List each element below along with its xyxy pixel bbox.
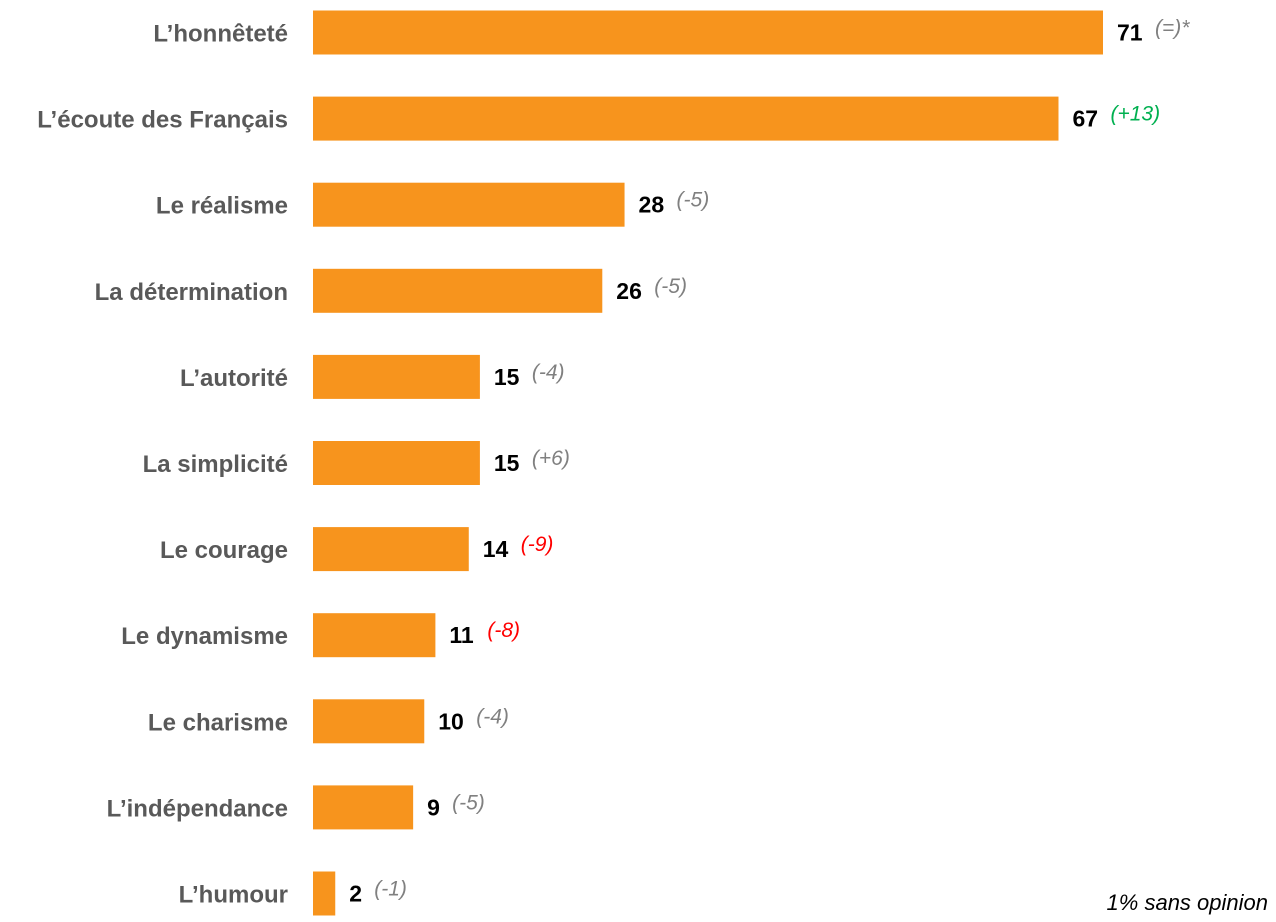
category-label: L’indépendance xyxy=(107,795,288,822)
value-label: 9 xyxy=(427,794,440,820)
change-label: (-4) xyxy=(476,705,509,728)
bar xyxy=(313,96,1059,141)
value-label: 11 xyxy=(449,622,474,648)
bar xyxy=(313,699,425,744)
bar xyxy=(313,354,480,399)
bar xyxy=(313,527,469,572)
category-label: Le courage xyxy=(160,537,288,564)
category-label: La simplicité xyxy=(143,451,288,478)
change-label: (-9) xyxy=(521,533,554,556)
value-label: 71 xyxy=(1117,20,1143,46)
bar xyxy=(313,871,336,916)
change-label: (-5) xyxy=(654,275,687,298)
category-label: L’écoute des Français xyxy=(37,107,288,134)
value-label: 14 xyxy=(483,536,509,562)
change-label: (-5) xyxy=(452,791,485,814)
value-label: 15 xyxy=(494,450,520,476)
change-label: (+6) xyxy=(532,447,570,470)
value-label: 26 xyxy=(616,278,642,304)
bar xyxy=(313,182,625,227)
category-label: L’honnêteté xyxy=(153,21,288,48)
bar xyxy=(313,441,480,485)
category-label: L’autorité xyxy=(180,365,288,392)
value-label: 15 xyxy=(494,364,520,390)
change-label: (-1) xyxy=(374,878,407,901)
value-label: 2 xyxy=(349,881,362,907)
change-label: (=)* xyxy=(1155,17,1190,40)
category-label: Le charisme xyxy=(148,709,288,736)
value-label: 67 xyxy=(1072,106,1098,132)
change-label: (+13) xyxy=(1110,103,1160,126)
bar xyxy=(313,613,436,658)
footnote: 1% sans opinion xyxy=(1106,890,1268,915)
bar xyxy=(313,785,414,830)
bar xyxy=(313,10,1103,55)
category-label: L’humour xyxy=(179,882,288,909)
category-label: La détermination xyxy=(95,279,288,306)
value-label: 28 xyxy=(639,192,665,218)
change-label: (-4) xyxy=(532,361,565,384)
bar xyxy=(313,268,603,313)
value-label: 10 xyxy=(438,708,464,734)
change-label: (-5) xyxy=(677,189,710,212)
category-label: Le dynamisme xyxy=(121,623,288,650)
change-label: (-8) xyxy=(487,619,520,642)
category-label: Le réalisme xyxy=(156,193,288,220)
